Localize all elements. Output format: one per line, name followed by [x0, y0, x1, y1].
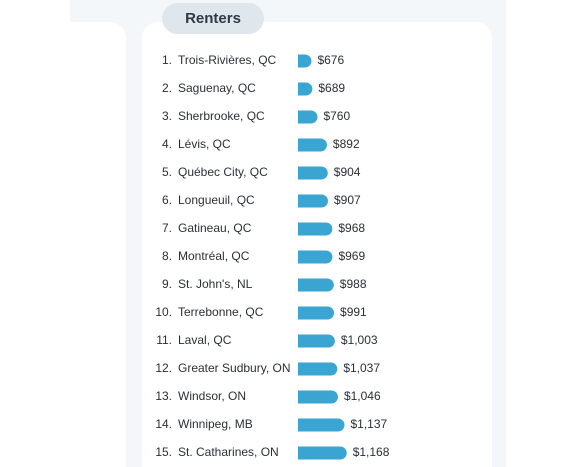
rank-label: 4. [162, 137, 172, 151]
rank-label: 15. [155, 445, 172, 459]
renters-pill[interactable]: Renters [162, 3, 264, 34]
value-label: $1,003 [341, 333, 378, 347]
rank-label: 1. [162, 53, 172, 67]
bar [298, 278, 334, 292]
bar [298, 250, 333, 264]
value-label: $1,168 [353, 445, 390, 459]
value-label: $968 [338, 221, 365, 235]
bar [298, 418, 345, 432]
rank-label: 7. [162, 221, 172, 235]
city-label: Greater Sudbury, ON [178, 361, 291, 375]
value-label: $988 [340, 277, 367, 291]
left-card [70, 22, 126, 467]
city-label: Lévis, QC [178, 137, 231, 151]
city-label: Québec City, QC [178, 165, 268, 179]
city-label: Trois-Rivières, QC [178, 53, 277, 67]
city-label: Terrebonne, QC [178, 305, 264, 319]
rank-label: 8. [162, 249, 172, 263]
rank-label: 5. [162, 165, 172, 179]
city-label: Saguenay, QC [178, 81, 256, 95]
city-label: Laval, QC [178, 333, 232, 347]
rank-label: 14. [155, 417, 172, 431]
city-label: Windsor, ON [178, 389, 246, 403]
bar [298, 334, 335, 348]
value-label: $1,037 [343, 361, 380, 375]
rank-label: 10. [155, 305, 172, 319]
rank-label: 11. [156, 333, 172, 347]
city-label: Longueuil, QC [178, 193, 255, 207]
rank-label: 9. [162, 277, 172, 291]
rank-label: 13. [155, 389, 172, 403]
value-label: $904 [334, 165, 361, 179]
value-label: $689 [318, 81, 345, 95]
value-label: $1,137 [350, 417, 387, 431]
bar [298, 390, 338, 404]
bar [298, 306, 335, 320]
bar [298, 54, 312, 68]
rank-label: 2. [162, 81, 172, 95]
bar [298, 446, 347, 460]
value-label: $907 [334, 193, 361, 207]
city-label: Montréal, QC [178, 249, 250, 263]
value-label: $991 [340, 305, 367, 319]
bar [298, 222, 333, 236]
bar [298, 194, 329, 208]
bar [298, 138, 327, 152]
rank-label: 6. [162, 193, 172, 207]
city-label: Sherbrooke, QC [178, 109, 265, 123]
bar [298, 82, 313, 96]
rank-label: 12. [155, 361, 172, 375]
value-label: $676 [317, 53, 344, 67]
city-label: Winnipeg, MB [178, 417, 253, 431]
rank-label: 3. [162, 109, 172, 123]
bar [298, 362, 338, 376]
bar [298, 110, 318, 124]
value-label: $892 [333, 137, 360, 151]
city-label: St. Catharines, ON [178, 445, 279, 459]
bar [298, 166, 328, 180]
city-label: Gatineau, QC [178, 221, 252, 235]
value-label: $969 [338, 249, 365, 263]
city-label: St. John's, NL [178, 277, 253, 291]
value-label: $760 [323, 109, 350, 123]
value-label: $1,046 [344, 389, 381, 403]
